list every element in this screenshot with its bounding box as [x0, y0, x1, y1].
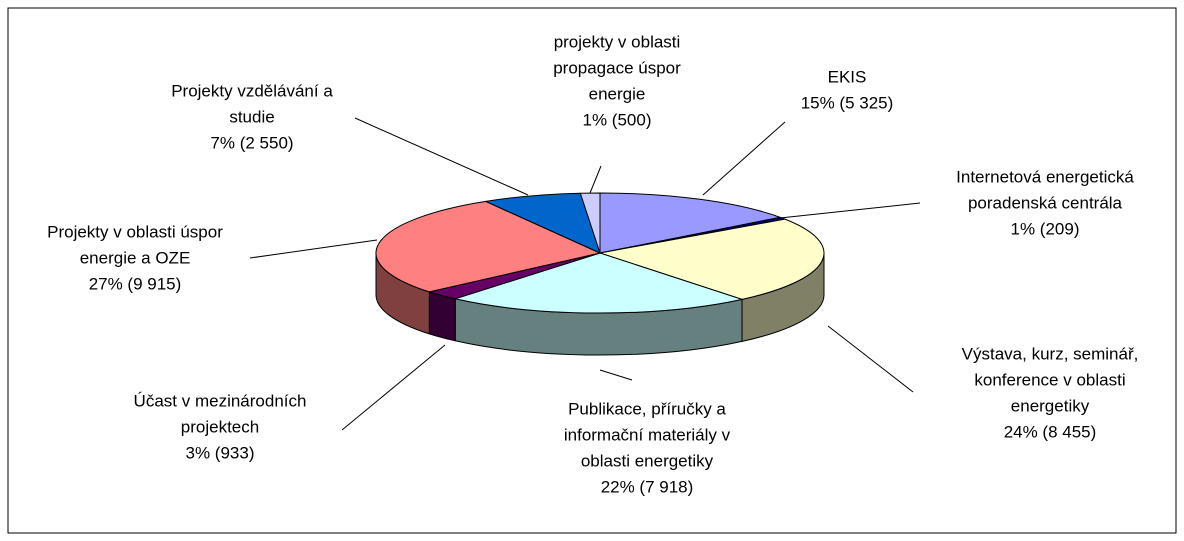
leader-line: [341, 344, 446, 431]
slice-label: poradenská centrála: [968, 193, 1123, 212]
value-label: 3% (933): [186, 443, 255, 462]
slice-label: energie a OZE: [80, 248, 191, 267]
slice-label: energie: [589, 84, 646, 103]
pie-side: [428, 291, 456, 342]
slice-label: projekty v oblasti: [554, 32, 681, 51]
pie-sides: [375, 252, 825, 356]
leader-lines: [249, 117, 921, 431]
pie-slice: [599, 192, 783, 254]
slice-label: projektech: [181, 417, 259, 436]
slice-label: EKIS: [828, 67, 867, 86]
slice-label: Projekty v oblasti úspor: [47, 222, 223, 241]
slice-label: Účast v mezinárodních: [134, 391, 307, 410]
value-label: 1% (209): [1011, 219, 1080, 238]
slice-label: propagace úspor: [553, 58, 681, 77]
slice-label: Projekty vzdělávání a: [171, 81, 333, 100]
slice-label: studie: [229, 107, 274, 126]
slice-label: informační materiály v: [564, 425, 731, 444]
slice-label: konference v oblasti: [974, 370, 1125, 389]
pie-slice: [599, 218, 825, 300]
leader-line: [827, 325, 914, 393]
leader-line: [354, 117, 529, 196]
value-label: 24% (8 455): [1004, 422, 1097, 441]
value-label: 27% (9 915): [89, 274, 182, 293]
leader-line: [779, 202, 921, 219]
value-label: 7% (2 550): [210, 133, 293, 152]
slice-label: oblasti energetiky: [581, 451, 714, 470]
leader-line: [589, 165, 602, 194]
leader-line: [249, 239, 378, 259]
leader-line: [599, 369, 633, 381]
slice-label: energetiky: [1011, 396, 1090, 415]
slice-label: Výstava, kurz, seminář,: [962, 344, 1139, 363]
pie-slice: [453, 252, 744, 314]
value-label: 1% (500): [583, 110, 652, 129]
pie-tops: [375, 192, 825, 314]
leader-line: [702, 121, 786, 196]
pie-slice: [375, 200, 602, 293]
pie-slice: [484, 192, 601, 254]
value-label: 15% (5 325): [801, 93, 894, 112]
slice-label: Publikace, příručky a: [568, 399, 726, 418]
slice-label: Internetová energetická: [956, 167, 1134, 186]
value-label: 22% (7 918): [601, 477, 694, 496]
pie-slice: [579, 192, 601, 254]
